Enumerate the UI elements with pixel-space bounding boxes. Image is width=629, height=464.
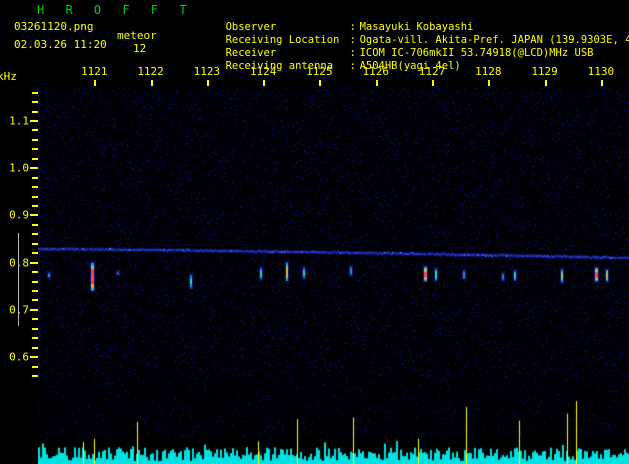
y-axis-minor-tick: [32, 290, 38, 293]
y-axis-minor-tick: [32, 327, 38, 330]
signal-strength-panel: [38, 376, 629, 464]
x-axis-tick: [432, 80, 434, 86]
x-axis-tick-label: 1121: [81, 65, 108, 78]
file-name-label: 03261120.png: [14, 20, 94, 33]
y-axis-tick: [30, 167, 38, 170]
y-axis-minor-tick: [32, 186, 38, 189]
signal-strength-bars: [38, 376, 629, 464]
y-axis-minor-tick: [32, 318, 38, 321]
x-axis-tick: [319, 80, 322, 86]
y-axis: kHz 1.1 1.0 0.9 0.8 0.7 0.6: [0, 64, 38, 400]
x-axis-tick: [263, 80, 266, 86]
metadata-block: Observer: Masayuki Kobayashi Receiving Lo…: [175, 8, 629, 72]
y-axis-tick-label: 1.0: [9, 161, 29, 175]
date-time-label: 02.03.26 11:20: [14, 38, 107, 51]
spectrogram-image: [38, 88, 629, 376]
x-axis-tick-label: 1123: [193, 65, 221, 78]
y-axis-tick: [30, 308, 38, 311]
metadata-row: Receiving antenna: A504HB(yagi 4el): [175, 47, 629, 72]
metadata-key: Receiving antenna: [225, 60, 334, 72]
x-axis-tick: [206, 80, 209, 86]
x-axis-tick: [94, 80, 97, 86]
y-axis-minor-tick: [32, 252, 38, 255]
spectrogram-echo-layer: [38, 88, 629, 376]
x-axis-tick: [150, 80, 153, 86]
y-axis-minor-tick: [32, 91, 38, 94]
y-axis-minor-tick: [32, 195, 38, 198]
x-axis-tick-label: 1130: [587, 65, 615, 78]
y-axis-minor-tick: [32, 346, 38, 349]
x-axis-tick: [488, 80, 491, 86]
y-axis-tick-label: 0.6: [9, 350, 29, 364]
y-axis-minor-tick: [32, 337, 38, 340]
y-axis-title: kHz: [0, 70, 17, 83]
y-axis-minor-tick: [32, 205, 38, 208]
x-axis-tick-label: 1128: [475, 65, 502, 78]
y-axis-tick-label: 0.9: [9, 208, 29, 222]
meteor-count-label: meteor: [117, 29, 157, 42]
metadata-row: Receiving Location: Ogata-vill. Akita-Pre…: [175, 21, 629, 46]
y-axis-minor-tick: [32, 101, 38, 104]
y-axis-minor-tick: [32, 223, 38, 226]
x-axis-tick: [375, 80, 378, 86]
metadata-row: Observer: Masayuki Kobayashi: [175, 8, 629, 33]
x-axis-tick-label: 1127: [418, 65, 446, 78]
y-axis-minor-tick: [32, 365, 38, 368]
metadata-key: Receiver: [225, 47, 277, 59]
x-axis-tick: [544, 80, 547, 86]
metadata-key: Receiving Location: [225, 34, 340, 46]
metadata-key: Observer: [225, 21, 277, 33]
range-marker: [18, 233, 19, 326]
metadata-value: ICOM IC-706mkII 53.74918(@LCD)MHz USB: [359, 47, 594, 59]
y-axis-tick-label: 0.7: [9, 303, 29, 317]
y-axis-minor-tick: [32, 138, 38, 141]
y-axis-tick: [30, 214, 38, 217]
y-axis-minor-tick: [32, 176, 38, 179]
metadata-row: Receiver: ICOM IC-706mkII 53.74918(@LCD)M…: [175, 34, 629, 59]
y-axis-minor-tick: [32, 271, 38, 274]
x-axis: 1121 1122 1123 1124 1125 1126 1127 1128 1129 1130: [38, 64, 629, 88]
y-axis-tick: [30, 356, 38, 359]
metadata-separator: :: [349, 60, 356, 72]
meteor-count-value: 12: [133, 42, 147, 55]
metadata-value: A504HB(yagi 4el): [359, 60, 461, 72]
y-axis-minor-tick: [32, 280, 38, 283]
x-axis-tick: [600, 80, 603, 86]
app-title: H R O F F T: [37, 3, 194, 17]
metadata-value: Masayuki Kobayashi: [359, 21, 474, 33]
x-axis-tick-label: 1122: [137, 65, 164, 78]
header-panel: H R O F F T 03261120.png 02.03.26 11:20 …: [0, 0, 629, 72]
y-axis-tick-label: 0.8: [9, 256, 29, 270]
y-axis-minor-tick: [32, 233, 38, 236]
y-axis-tick: [30, 261, 38, 264]
y-axis-minor-tick: [32, 157, 38, 160]
spectrogram-panel: kHz 1.1 1.0 0.9 0.8 0.7 0.6 1121 1122 1123 1124 1…: [0, 64, 629, 464]
y-axis-minor-tick: [32, 375, 38, 377]
metadata-separator: :: [349, 47, 356, 59]
y-axis-minor-tick: [32, 129, 38, 132]
y-axis-minor-tick: [32, 299, 38, 302]
x-axis-tick-label: 1129: [531, 65, 558, 78]
x-axis-tick-label: 1125: [306, 65, 333, 78]
y-axis-tick: [30, 120, 38, 123]
y-axis-minor-tick: [32, 110, 38, 113]
metadata-separator: :: [349, 34, 356, 46]
x-axis-tick-label: 1124: [249, 65, 277, 78]
y-axis-tick-label: 1.1: [9, 114, 29, 128]
x-axis-tick-label: 1126: [362, 65, 389, 78]
metadata-value: Ogata-vill. Akita-Pref. JAPAN (139.9303E…: [359, 34, 629, 46]
metadata-separator: :: [349, 21, 356, 33]
y-axis-minor-tick: [32, 242, 38, 245]
y-axis-minor-tick: [32, 148, 38, 151]
